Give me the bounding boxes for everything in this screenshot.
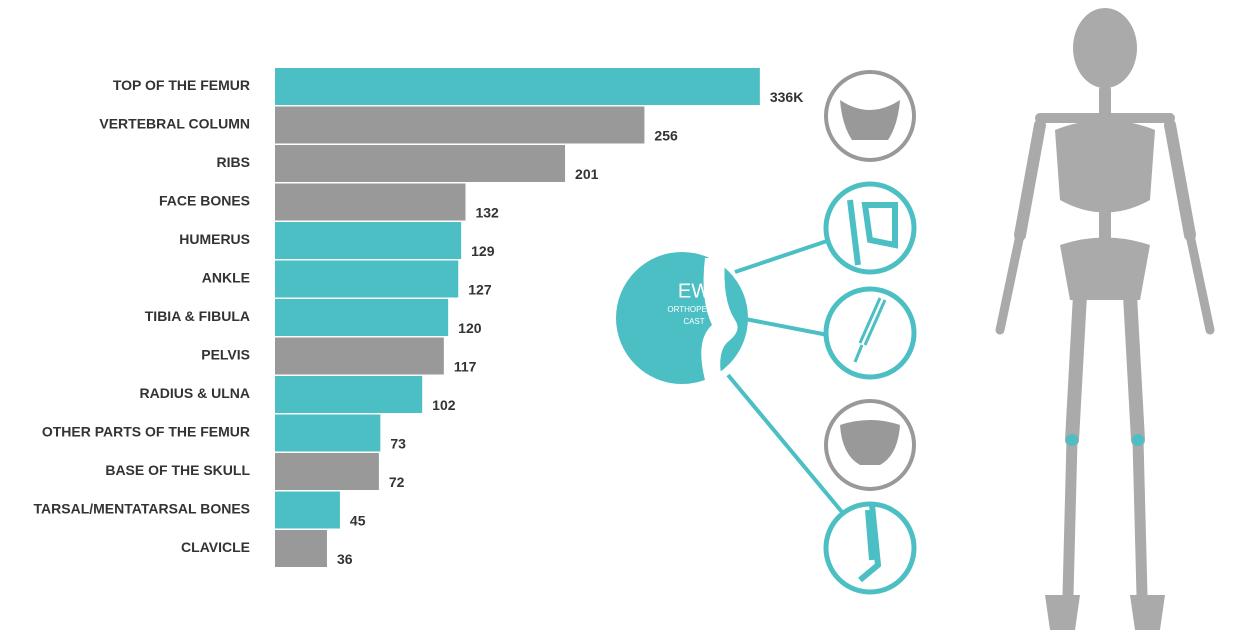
connector: [726, 373, 844, 514]
leg: [1062, 434, 1078, 601]
knee: [1066, 434, 1078, 446]
knee-bone: [701, 258, 738, 380]
icon-circle: [823, 181, 917, 275]
value-label: 336K: [770, 89, 803, 105]
skeleton: [995, 8, 1215, 630]
category-label: PELVIS: [201, 347, 250, 363]
icon: [840, 420, 900, 465]
icon-circle: [823, 501, 917, 595]
bar: [275, 337, 444, 375]
leg: [1065, 288, 1087, 447]
category-label: HUMERUS: [179, 231, 250, 247]
category-label: BASE OF THE SKULL: [105, 462, 250, 478]
skull: [1073, 8, 1137, 88]
value-label: 36: [337, 551, 353, 567]
icon-circle: [823, 286, 917, 380]
category-label: CLAVICLE: [181, 539, 250, 555]
arm: [995, 230, 1025, 335]
value-label: 45: [350, 513, 366, 529]
icon: [858, 504, 882, 583]
category-label: RIBS: [217, 154, 250, 170]
leg: [1123, 288, 1145, 447]
bar: [275, 376, 423, 413]
arm: [1185, 230, 1215, 335]
bar: [275, 183, 466, 221]
foot: [1045, 595, 1080, 630]
logo-text: ORTHOPEDIC: [667, 305, 720, 314]
icon-circle: [824, 399, 916, 491]
bar: [275, 491, 340, 529]
foot: [1130, 595, 1165, 630]
value-label: 129: [471, 243, 495, 259]
value-label: 256: [654, 128, 678, 144]
ribcage: [1055, 120, 1155, 213]
category-label: TIBIA & FIBULA: [145, 308, 250, 324]
bar: [275, 414, 381, 452]
category-label: TARSAL/MENTATARSAL BONES: [34, 501, 250, 517]
bar: [275, 453, 379, 490]
bar: [275, 222, 462, 259]
bar: [275, 145, 566, 182]
category-label: FACE BONES: [159, 193, 250, 209]
logo-text: EW: [678, 280, 710, 302]
pelvis: [1060, 237, 1150, 300]
category-label: ANKLE: [202, 270, 250, 286]
value-label: 120: [458, 320, 482, 336]
category-label: TOP OF THE FEMUR: [113, 77, 250, 93]
value-label: 117: [454, 359, 477, 375]
bar: [275, 530, 327, 567]
bar: [275, 68, 760, 105]
icon-circle: [824, 70, 916, 162]
bar: [275, 299, 449, 336]
illustration: [616, 70, 917, 595]
icon: [840, 100, 900, 140]
category-label: VERTEBRAL COLUMN: [99, 116, 250, 132]
leg: [1132, 434, 1148, 601]
value-label: 132: [475, 205, 499, 221]
icon: [853, 297, 887, 363]
value-label: 102: [432, 397, 456, 413]
value-label: 72: [389, 474, 405, 490]
category-label: RADIUS & ULNA: [140, 385, 250, 401]
bar-chart: TOP OF THE FEMUR 336K VERTEBRAL COLUMN 256 R…: [34, 68, 803, 567]
knee: [1132, 434, 1144, 446]
icon: [847, 199, 898, 266]
connector: [739, 316, 829, 337]
arm: [1014, 119, 1046, 241]
bar: [275, 260, 459, 298]
logo-text: CAST: [683, 317, 704, 326]
value-label: 201: [575, 166, 599, 182]
arm: [1164, 119, 1196, 241]
value-label: 127: [468, 282, 492, 298]
category-label: OTHER PARTS OF THE FEMUR: [42, 424, 250, 440]
connector: [734, 238, 831, 274]
bar: [275, 106, 645, 144]
value-label: 73: [390, 436, 406, 452]
